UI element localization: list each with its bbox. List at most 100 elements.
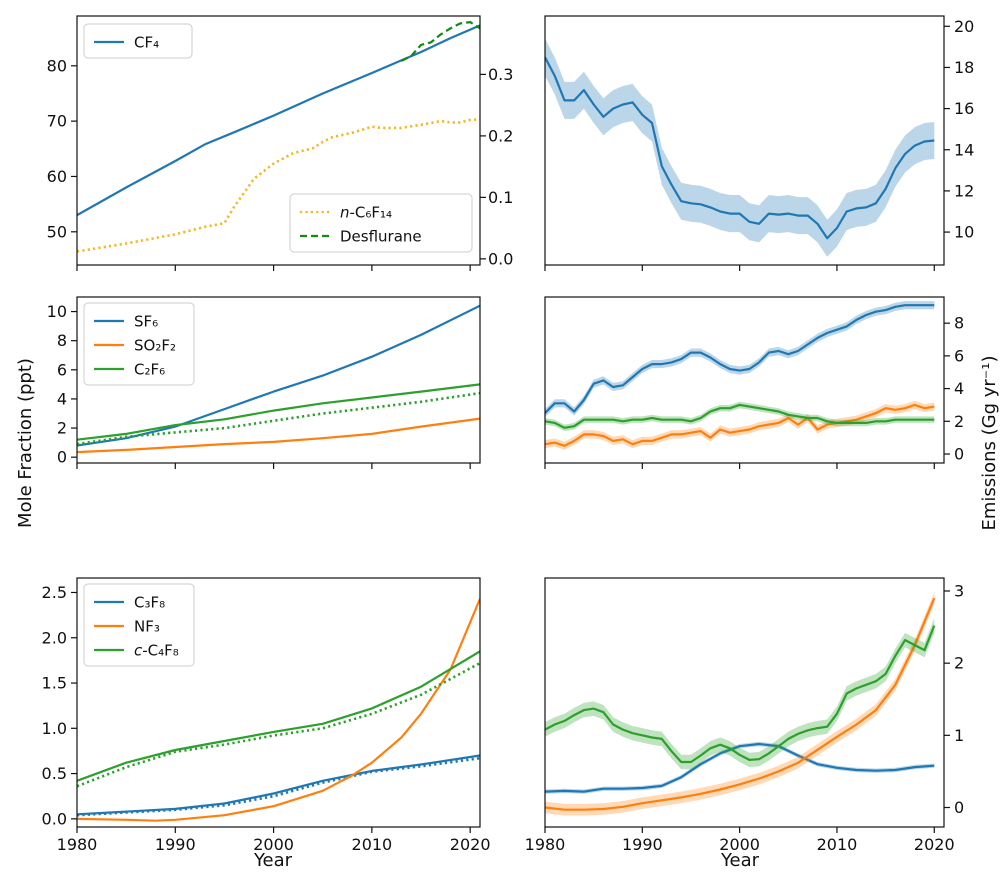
y-tick-label-right: 6 <box>954 346 964 365</box>
x-tick-label: 2020 <box>450 835 491 854</box>
y-tick-label: 1.0 <box>42 719 67 738</box>
x-tick-label: 2020 <box>914 835 955 854</box>
legend-lower: n-C₆F₁₄ Desflurane <box>289 193 473 253</box>
y-tick-label-right: 2 <box>954 654 964 673</box>
legend-label: NF₃ <box>134 618 160 636</box>
y-tick-label: 80 <box>47 56 67 75</box>
uncertainty-band-green <box>545 618 935 770</box>
plot-layer: 506070800.00.10.20.3101214161820CF₄n-C₆F… <box>42 15 974 854</box>
mole-fraction-plot-2 <box>77 304 480 454</box>
y-tick-label-right: 4 <box>954 379 964 398</box>
legend-box <box>83 302 195 386</box>
y-tick-label: 2 <box>57 419 67 438</box>
y-tick-label-right: 8 <box>954 314 964 333</box>
x-tick-label: 1980 <box>525 835 566 854</box>
uncertainty-band-orange <box>545 400 935 450</box>
y-tick-label-right: 3 <box>954 581 964 600</box>
uncertainty-band-blue <box>545 301 935 418</box>
legend-label: SO₂F₂ <box>134 337 176 355</box>
y-tick-label-right: 0 <box>954 798 964 817</box>
x-axis-label-left: Year <box>253 850 293 871</box>
y-tick-label-right: 1 <box>954 726 964 745</box>
x-tick-label: 2010 <box>352 835 393 854</box>
mole-fraction-plot-3 <box>77 598 480 822</box>
series-line-NF₃ <box>77 598 480 822</box>
y-tick-label: 70 <box>47 112 67 131</box>
legend-box <box>289 193 473 253</box>
legend-upper: CF₄ <box>83 23 193 59</box>
emission-line-orange <box>545 403 935 447</box>
y-tick-label-right: 12 <box>954 181 974 200</box>
y-tick-label-right: 2 <box>954 412 964 431</box>
mole-fraction-plot-1 <box>77 21 480 253</box>
series-line-c-C₄F₈ <box>77 650 480 782</box>
y-tick-label-right: 0.3 <box>488 65 513 84</box>
series-line-CF₄ <box>77 24 480 217</box>
y-axis-label-right: Emissions (Gg yr⁻¹) <box>979 355 1000 530</box>
x-tick-label: 2010 <box>817 835 858 854</box>
panel-frame <box>544 577 945 828</box>
series-line-green-dotted <box>77 391 480 446</box>
legend-label: c-C₄F₈ <box>134 642 179 660</box>
emission-line-blue <box>545 742 935 793</box>
legend-label: C₃F₈ <box>134 594 165 612</box>
legend-label: C₂F₆ <box>134 361 165 379</box>
x-tick-label: 1980 <box>57 835 98 854</box>
y-tick-label-right: 14 <box>954 140 974 159</box>
series-line-SO₂F₂ <box>77 417 480 454</box>
emission-line-green <box>545 403 935 429</box>
series-line-blue-dotted <box>77 756 480 817</box>
legend-label: Desflurane <box>340 228 422 246</box>
y-tick-label: 50 <box>47 222 67 241</box>
series-line-n-C₆F₁₄ <box>77 118 480 253</box>
uncertainty-band-orange <box>545 592 935 816</box>
panel-row-1: 50 60 70 80 0.0 0.1 0.2 0.3 10 12 14 16 18 20 CF₄ n-C₆F… <box>47 15 974 271</box>
panel-row-3: 0.0 0.5 1.0 1.5 2.0 2.5 0 1 2 3 1980 1990 2000 2010 20… <box>42 577 964 854</box>
emission-line-blue <box>545 304 935 414</box>
y-axis-label-left: Mole Fraction (ppt) <box>15 358 36 528</box>
y-tick-label-right: 0.1 <box>488 188 513 207</box>
y-tick-label: 0 <box>57 448 67 467</box>
y-tick-label: 0.5 <box>42 764 67 783</box>
y-tick-label: 8 <box>57 331 67 350</box>
y-tick-label-right: 18 <box>954 58 974 77</box>
emission-line-orange <box>545 597 936 811</box>
x-axis-label-right: Year <box>720 850 760 871</box>
series-line-Desflurane <box>400 21 480 62</box>
y-tick-label-right: 0.2 <box>488 126 513 145</box>
legend-label: CF₄ <box>134 34 159 52</box>
x-tick-label: 2000 <box>719 835 760 854</box>
legend-box <box>83 583 195 667</box>
x-tick-label: 2000 <box>253 835 294 854</box>
x-tick-label: 1990 <box>155 835 196 854</box>
legend-label: SF₆ <box>134 313 158 331</box>
panel-frame <box>76 15 481 266</box>
y-tick-label-right: 0 <box>954 445 964 464</box>
emissions-plot-3 <box>545 592 936 816</box>
x-tick-label: 1990 <box>622 835 663 854</box>
panel-row-2: 0 2 4 6 8 10 0 2 4 6 8 SF₆ SO₂F₂ C₂F₆ <box>47 296 964 469</box>
y-tick-label-right: 20 <box>954 17 974 36</box>
legend-box <box>83 23 193 59</box>
legend: SF₆ SO₂F₂ C₂F₆ <box>83 302 195 386</box>
emission-line-green <box>545 625 936 764</box>
series-line-C₂F₆ <box>77 383 480 441</box>
legend: C₃F₈ NF₃ c-C₄F₈ <box>83 583 195 667</box>
y-tick-label: 0.0 <box>42 809 67 828</box>
y-tick-label: 60 <box>47 167 67 186</box>
y-tick-label-right: 10 <box>954 223 974 242</box>
y-tick-label: 1.5 <box>42 674 67 693</box>
panel-frame <box>76 296 481 464</box>
panel-frame <box>76 577 481 828</box>
panel-frame <box>544 15 945 266</box>
y-tick-label: 4 <box>57 389 67 408</box>
emissions-plot-2 <box>545 301 935 450</box>
y-tick-label-right: 16 <box>954 99 974 118</box>
y-tick-label: 6 <box>57 360 67 379</box>
y-tick-label: 10 <box>47 302 67 321</box>
y-tick-label-right: 0.0 <box>488 249 513 268</box>
legend-label: n-C₆F₁₄ <box>340 204 392 222</box>
emission-line-blue <box>545 56 935 240</box>
y-tick-label: 2.0 <box>42 628 67 647</box>
